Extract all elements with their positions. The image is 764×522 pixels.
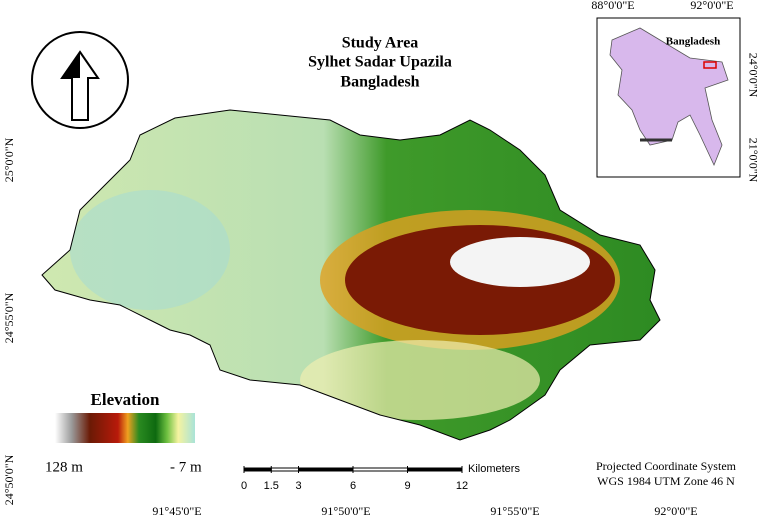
- scale-tick-label: 9: [404, 480, 410, 492]
- inset-right-label: 24°0'0"N: [746, 53, 760, 98]
- lat-label: 24°55'0"N: [2, 292, 16, 343]
- inset-right-label: 21°0'0"N: [746, 138, 760, 183]
- scale-tick-label: 12: [456, 480, 468, 492]
- scale-segment: [298, 467, 354, 472]
- legend-min: - 7 m: [170, 459, 202, 475]
- title-line: Sylhet Sadar Upazila: [308, 54, 452, 71]
- projection-line: Projected Coordinate System: [596, 459, 737, 473]
- lon-label: 91°50'0"E: [321, 504, 370, 518]
- legend-title: Elevation: [91, 390, 160, 409]
- scale-segment: [407, 467, 463, 472]
- north-arrow: [31, 31, 129, 129]
- inset-label: Bangladesh: [666, 36, 720, 48]
- scale-tick-label: 6: [350, 480, 356, 492]
- lon-label: 91°55'0"E: [490, 504, 539, 518]
- title-line: Study Area: [342, 35, 419, 52]
- title-line: Bangladesh: [340, 74, 419, 91]
- lon-label: 91°45'0"E: [152, 504, 201, 518]
- inset-map: [596, 17, 741, 178]
- lon-label: 92°0'0"E: [654, 504, 697, 518]
- scale-segment: [270, 467, 299, 472]
- scale-tick-label: 1.5: [264, 480, 279, 492]
- legend-ramp: [55, 413, 195, 443]
- scale-segment: [352, 467, 408, 472]
- boundary: [41, 109, 661, 441]
- inset-top-label: 92°0'0"E: [690, 0, 733, 12]
- lat-label: 25°0'0"N: [2, 137, 16, 182]
- scale-bar: 0 1.5 3 6 9 12: [241, 466, 468, 492]
- scale-tick-label: 0: [241, 480, 247, 492]
- lat-label: 24°50'0"N: [2, 454, 16, 505]
- scale-tick-label: 3: [295, 480, 301, 492]
- legend-max: 128 m: [45, 459, 83, 475]
- inset-top-label: 88°0'0"E: [591, 0, 634, 12]
- scale-segment: [243, 467, 272, 472]
- scale-unit: Kilometers: [468, 463, 520, 475]
- projection-line: WGS 1984 UTM Zone 46 N: [597, 474, 735, 488]
